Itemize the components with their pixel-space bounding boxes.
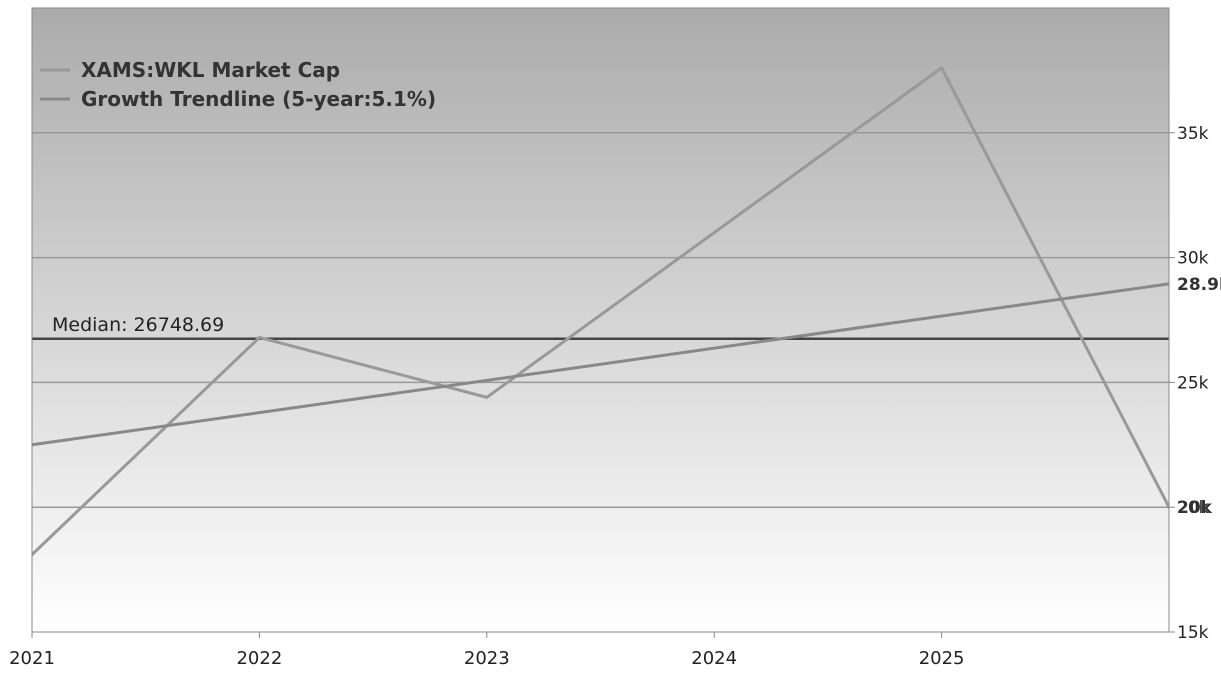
median: Median: 26748.69 bbox=[32, 314, 1169, 341]
y-tick-label-1: 20k bbox=[1177, 498, 1209, 518]
x-tick-label-1: 2022 bbox=[236, 648, 282, 669]
x-tick-label-2: 2023 bbox=[464, 648, 510, 669]
end-label-0: 20k bbox=[1177, 498, 1213, 518]
series-0-point-3 bbox=[940, 66, 944, 70]
y-tick-label-0: 15k bbox=[1177, 623, 1209, 643]
x-tick-label-4: 2025 bbox=[919, 648, 965, 669]
legend-label-0: XAMS:WKL Market Cap bbox=[81, 58, 340, 82]
legend-label-1: Growth Trendline (5-year:5.1%) bbox=[81, 87, 436, 111]
x-tick-label-0: 2021 bbox=[9, 648, 55, 669]
grid bbox=[32, 132, 1169, 508]
x-tick-label-3: 2024 bbox=[691, 648, 737, 669]
median-label: Median: 26748.69 bbox=[52, 314, 224, 336]
legend: XAMS:WKL Market Cap Growth Trendline (5-y… bbox=[40, 58, 436, 111]
end-label-1: 28.9k bbox=[1177, 275, 1221, 295]
plot-background bbox=[32, 8, 1169, 632]
series-line-1 bbox=[32, 282, 1169, 447]
y-tick-label-4: 35k bbox=[1177, 124, 1209, 144]
series-0-point-1 bbox=[257, 335, 261, 339]
y-tick-label-2: 25k bbox=[1177, 373, 1209, 393]
series-0-point-2 bbox=[485, 395, 489, 399]
axes bbox=[31, 132, 1175, 638]
plot-frame bbox=[31, 7, 1170, 633]
series bbox=[32, 65, 1169, 557]
y-tick-label-3: 30k bbox=[1177, 249, 1209, 269]
